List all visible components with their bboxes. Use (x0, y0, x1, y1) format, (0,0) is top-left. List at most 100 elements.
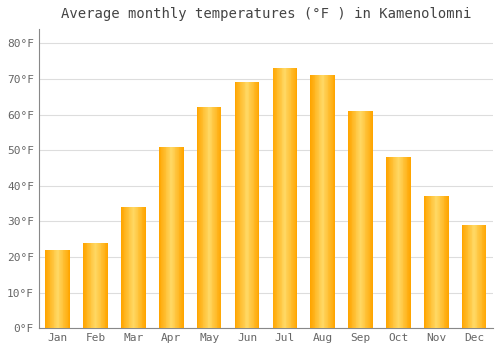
Bar (52, 250, 53, 328)
Bar (53, 250, 54, 328)
Bar (288, 68, 289, 328)
Bar (292, 68, 293, 328)
Bar (210, 107, 211, 328)
Bar (99, 243, 100, 328)
Bar (399, 157, 400, 328)
Bar (163, 147, 164, 328)
Bar (294, 68, 296, 328)
Bar (92, 243, 93, 328)
Bar (328, 75, 330, 328)
Bar (68, 250, 69, 328)
Bar (462, 225, 464, 328)
Bar (141, 207, 142, 328)
Bar (174, 147, 176, 328)
Bar (84, 243, 85, 328)
Bar (360, 111, 362, 328)
Bar (218, 107, 219, 328)
Bar (132, 207, 134, 328)
Bar (216, 107, 218, 328)
Bar (164, 147, 166, 328)
Bar (321, 75, 322, 328)
Bar (355, 111, 356, 328)
Bar (290, 68, 292, 328)
Bar (138, 207, 139, 328)
Bar (93, 243, 94, 328)
Bar (238, 83, 239, 328)
Bar (145, 207, 146, 328)
Bar (182, 147, 183, 328)
Bar (364, 111, 366, 328)
Bar (202, 107, 203, 328)
Bar (349, 111, 350, 328)
Bar (242, 83, 243, 328)
Bar (426, 196, 428, 328)
Bar (310, 75, 311, 328)
Bar (370, 111, 371, 328)
Bar (313, 75, 314, 328)
Bar (470, 225, 471, 328)
Bar (444, 196, 446, 328)
Bar (167, 147, 168, 328)
Bar (353, 111, 354, 328)
Bar (483, 225, 484, 328)
Bar (206, 107, 208, 328)
Bar (160, 147, 162, 328)
Bar (330, 75, 331, 328)
Bar (356, 111, 358, 328)
Bar (180, 147, 181, 328)
Bar (350, 111, 352, 328)
Bar (103, 243, 104, 328)
Bar (331, 75, 332, 328)
Bar (406, 157, 408, 328)
Bar (358, 111, 359, 328)
Bar (286, 68, 288, 328)
Bar (123, 207, 124, 328)
Bar (278, 68, 279, 328)
Bar (402, 157, 404, 328)
Bar (252, 83, 254, 328)
Bar (368, 111, 369, 328)
Bar (60, 250, 61, 328)
Bar (429, 196, 430, 328)
Bar (162, 147, 163, 328)
Bar (312, 75, 313, 328)
Bar (46, 250, 47, 328)
Bar (447, 196, 448, 328)
Bar (279, 68, 280, 328)
Bar (208, 107, 209, 328)
Bar (362, 111, 363, 328)
Bar (248, 83, 250, 328)
Bar (432, 196, 433, 328)
Bar (440, 196, 441, 328)
Bar (234, 83, 236, 328)
Bar (369, 111, 370, 328)
Bar (443, 196, 444, 328)
Bar (204, 107, 205, 328)
Bar (469, 225, 470, 328)
Bar (240, 83, 242, 328)
Bar (293, 68, 294, 328)
Bar (326, 75, 327, 328)
Bar (126, 207, 127, 328)
Bar (255, 83, 256, 328)
Bar (408, 157, 409, 328)
Bar (139, 207, 140, 328)
Bar (214, 107, 215, 328)
Bar (140, 207, 141, 328)
Bar (363, 111, 364, 328)
Bar (475, 225, 476, 328)
Bar (219, 107, 220, 328)
Bar (209, 107, 210, 328)
Bar (395, 157, 396, 328)
Bar (283, 68, 284, 328)
Bar (251, 83, 252, 328)
Bar (430, 196, 432, 328)
Bar (130, 207, 131, 328)
Bar (58, 250, 59, 328)
Bar (437, 196, 438, 328)
Bar (424, 196, 425, 328)
Bar (172, 147, 173, 328)
Bar (201, 107, 202, 328)
Bar (446, 196, 447, 328)
Bar (289, 68, 290, 328)
